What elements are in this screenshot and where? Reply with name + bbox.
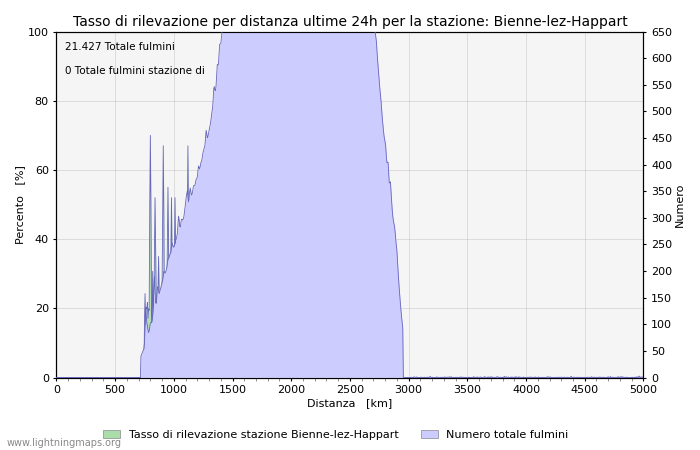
Y-axis label: Percento   [%]: Percento [%]: [15, 165, 25, 244]
X-axis label: Distanza   [km]: Distanza [km]: [307, 398, 393, 408]
Legend: Tasso di rilevazione stazione Bienne-lez-Happart, Numero totale fulmini: Tasso di rilevazione stazione Bienne-lez…: [99, 425, 573, 445]
Text: www.lightningmaps.org: www.lightningmaps.org: [7, 438, 122, 448]
Y-axis label: Numero: Numero: [675, 182, 685, 227]
Text: 0 Totale fulmini stazione di: 0 Totale fulmini stazione di: [65, 66, 205, 76]
Text: 21.427 Totale fulmini: 21.427 Totale fulmini: [65, 42, 175, 52]
Title: Tasso di rilevazione per distanza ultime 24h per la stazione: Bienne-lez-Happart: Tasso di rilevazione per distanza ultime…: [73, 15, 627, 29]
